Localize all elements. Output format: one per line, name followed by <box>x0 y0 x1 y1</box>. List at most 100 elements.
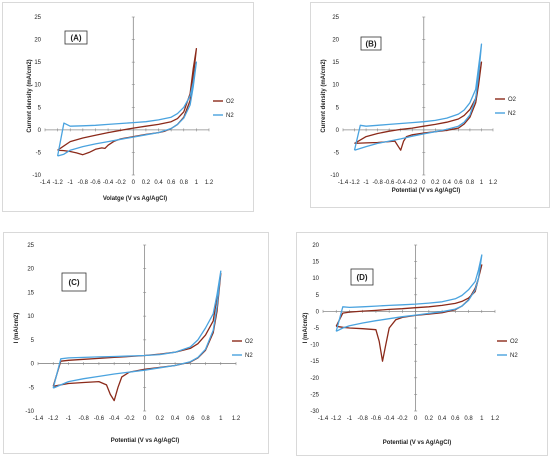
x-tick-label: 0.2 <box>156 416 165 422</box>
y-tick-label: -5 <box>334 150 340 156</box>
legend-label: N2 <box>245 353 253 359</box>
x-tick-label: 0 <box>132 180 136 186</box>
series-line-n2 <box>335 254 483 332</box>
y-tick-label: -30 <box>310 409 319 415</box>
series-line-o2 <box>52 272 222 402</box>
x-tick-label: -1.2 <box>48 416 59 422</box>
panel-c: -1.4 -1.2 -1 -0.8 -0.6 -0.4 -0.2 0 0.2 0.4 0.6 0.8 1… <box>3 232 269 454</box>
y-tick-label: 20 <box>27 267 34 273</box>
legend-label: O2 <box>226 99 235 105</box>
x-tick-label: 0.4 <box>171 416 180 422</box>
y-tick-label: 10 <box>332 83 339 89</box>
x-tick-label: -0.8 <box>358 416 369 422</box>
y-tick-label: 5 <box>38 105 42 111</box>
y-tick-label: -5 <box>314 326 320 332</box>
series-line-n2 <box>56 61 198 157</box>
panel-d: -1.4 -1.2 -1 -0.8 -0.6 -0.4 -0.2 0 0.2 0.4 0.6 0.8 1… <box>296 232 548 456</box>
x-tick-label: 0.8 <box>466 180 475 186</box>
y-axis-label: I (mA/cm2) <box>303 313 309 344</box>
x-tick-label: -0.6 <box>371 416 382 422</box>
y-tick-label: 0 <box>38 128 42 134</box>
series-line-n2 <box>353 43 483 151</box>
panel-label: (B) <box>365 40 376 49</box>
y-tick-label: 5 <box>31 338 35 344</box>
panel-label: (D) <box>356 273 367 282</box>
panel-b: -1.4 -1.2 -1 -0.8 -0.6 -0.4 -0.2 0 0.2 0.4 0.6 0.8 1… <box>310 2 550 208</box>
x-tick-label: 1 <box>480 180 484 186</box>
panel-a: -1.4 -1.2 -1 -0.8 -0.6 -0.4 -0.2 0 0.2 0.4 0.6 0.8 1… <box>2 2 254 212</box>
y-tick-label: -20 <box>310 376 319 382</box>
x-tick-label: -0.2 <box>124 416 135 422</box>
y-tick-label: -5 <box>29 385 35 391</box>
y-axis-label: Current density (mA/cm2) <box>321 59 327 132</box>
legend-label: O2 <box>245 339 254 345</box>
x-tick-label: -1.2 <box>349 180 360 186</box>
x-tick-label: 0 <box>143 416 147 422</box>
panel-label: (C) <box>68 278 79 287</box>
panel-label-box <box>61 272 87 292</box>
y-tick-label: -10 <box>330 173 339 179</box>
x-tick-label: -0.4 <box>103 180 114 186</box>
x-tick-label: 0.6 <box>454 180 463 186</box>
x-tick-label: 0.2 <box>142 180 151 186</box>
legend-label: N2 <box>226 113 234 119</box>
y-tick-label: 20 <box>312 243 319 249</box>
y-tick-label: 5 <box>316 293 320 299</box>
x-tick-label: -0.4 <box>109 416 120 422</box>
x-tick-label: 1.2 <box>205 180 214 186</box>
x-tick-label: 0.4 <box>438 416 447 422</box>
x-tick-label: 0.8 <box>180 180 189 186</box>
panel-label-box <box>360 36 382 51</box>
legend-label: N2 <box>510 353 518 359</box>
x-tick-label: -0.6 <box>90 180 101 186</box>
x-tick-label: -1 <box>347 416 353 422</box>
x-axis-label: Potential (V vs Ag/AgCl) <box>383 440 451 446</box>
cv-chart: -1.4 -1.2 -1 -0.8 -0.6 -0.4 -0.2 0 0.2 0.4 0.6 0.8 1… <box>321 15 517 194</box>
x-tick-label: 0.6 <box>451 416 460 422</box>
x-tick-label: 0.2 <box>425 416 434 422</box>
x-tick-label: -0.6 <box>384 180 395 186</box>
y-tick-label: 15 <box>312 260 319 266</box>
y-tick-label: 20 <box>332 38 339 44</box>
x-tick-label: 0 <box>422 180 426 186</box>
x-tick-label: -1.2 <box>331 416 342 422</box>
y-axis-label: Current density (mA/cm2) <box>27 59 33 132</box>
y-tick-label: 15 <box>27 290 34 296</box>
x-tick-label: 1.2 <box>491 416 500 422</box>
cv-chart: -1.4 -1.2 -1 -0.8 -0.6 -0.4 -0.2 0 0.2 0.4 0.6 0.8 1… <box>14 243 254 444</box>
x-tick-label: -1.4 <box>40 180 51 186</box>
x-tick-label: -0.4 <box>384 416 395 422</box>
x-tick-label: 0.2 <box>431 180 440 186</box>
x-tick-label: -0.4 <box>396 180 407 186</box>
y-tick-label: 0 <box>336 128 340 134</box>
x-tick-label: -1 <box>363 180 369 186</box>
y-tick-label: -10 <box>32 173 41 179</box>
cv-chart: -1.4 -1.2 -1 -0.8 -0.6 -0.4 -0.2 0 0.2 0.4 0.6 0.8 1… <box>27 15 235 202</box>
x-tick-label: -1.2 <box>52 180 63 186</box>
panel-label-box <box>64 30 88 45</box>
x-tick-label: -1 <box>68 180 74 186</box>
x-tick-label: -0.6 <box>94 416 105 422</box>
y-tick-label: -5 <box>36 150 42 156</box>
x-axis-label: Potential (V vs Ag/AgCl) <box>111 438 179 444</box>
y-tick-label: 25 <box>34 15 41 21</box>
y-tick-label: -10 <box>310 343 319 349</box>
y-tick-label: 0 <box>31 362 35 368</box>
x-tick-label: -1.4 <box>338 180 349 186</box>
x-tick-label: 1 <box>195 180 199 186</box>
y-tick-label: 10 <box>34 83 41 89</box>
legend-label: N2 <box>508 111 516 117</box>
x-tick-label: 0 <box>414 416 418 422</box>
x-tick-label: -0.8 <box>79 416 90 422</box>
x-tick-label: -0.8 <box>78 180 89 186</box>
panel-label: (A) <box>70 34 81 43</box>
x-tick-label: 0.4 <box>443 180 452 186</box>
legend-label: O2 <box>510 339 519 345</box>
panel-label-box <box>350 268 374 286</box>
x-tick-label: 0.6 <box>186 416 195 422</box>
x-tick-label: -0.8 <box>372 180 383 186</box>
legend-label: O2 <box>508 97 517 103</box>
y-tick-label: -25 <box>310 392 319 398</box>
x-tick-label: -1 <box>66 416 72 422</box>
series-line-n2 <box>52 270 222 389</box>
